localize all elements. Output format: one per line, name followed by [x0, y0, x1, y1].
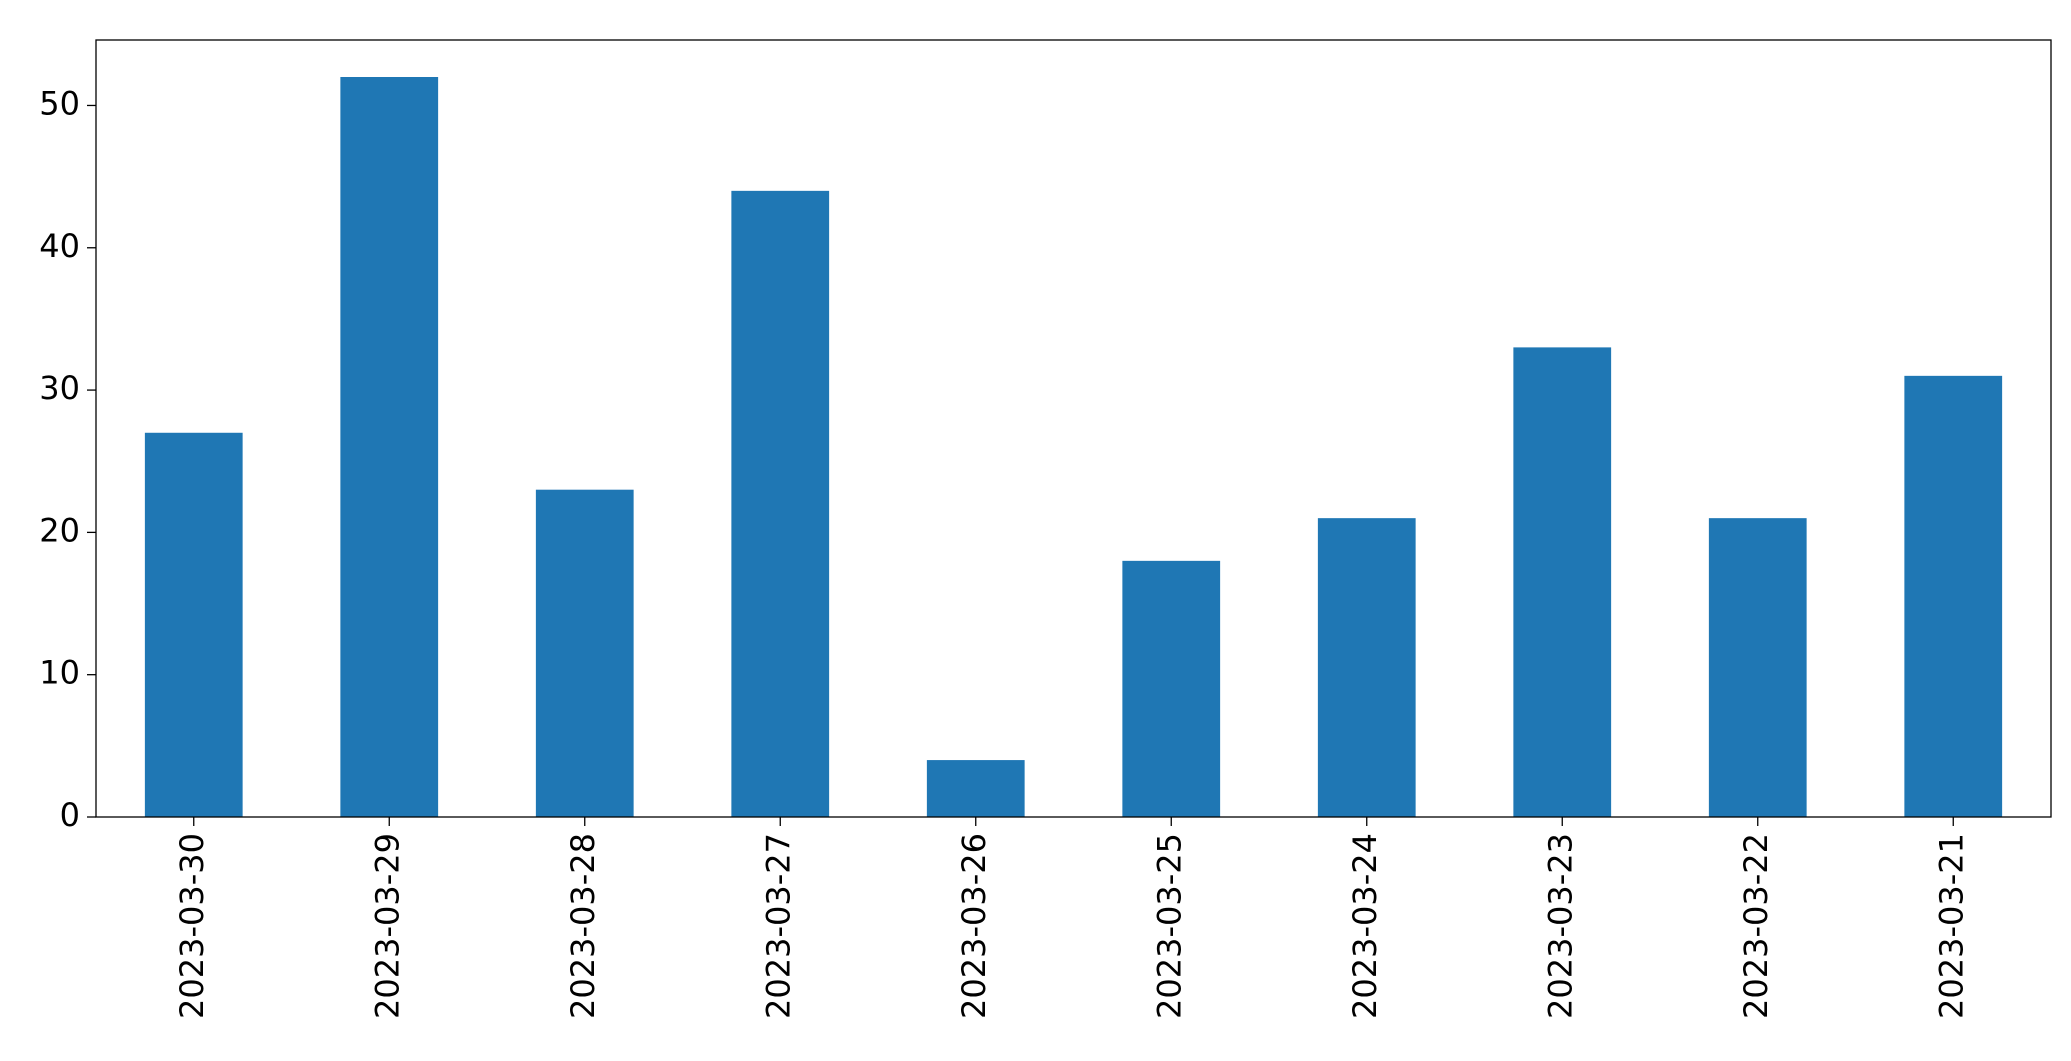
bar [731, 190, 830, 817]
y-tick-label: 30 [39, 369, 80, 407]
x-tick-label: 2023-03-28 [564, 833, 602, 1019]
bar [1708, 518, 1807, 817]
x-tick-label: 2023-03-30 [173, 833, 211, 1019]
bar [1513, 347, 1612, 817]
x-tick-label: 2023-03-23 [1541, 833, 1579, 1019]
y-tick-label: 0 [60, 796, 80, 834]
bar [1317, 518, 1416, 817]
x-tick-label: 2023-03-27 [759, 833, 797, 1019]
x-tick-label: 2023-03-25 [1150, 833, 1188, 1019]
bar [340, 77, 439, 817]
y-tick-label: 50 [39, 84, 80, 122]
y-tick-label: 10 [39, 654, 80, 692]
plot-frame [95, 39, 2052, 818]
bar [1122, 560, 1221, 817]
x-tick-label: 2023-03-26 [955, 833, 993, 1019]
bar [1904, 375, 2003, 817]
y-tick-label: 40 [39, 227, 80, 265]
x-tick-label: 2023-03-24 [1346, 833, 1384, 1019]
bar [535, 489, 634, 817]
bar [144, 432, 243, 817]
bar [926, 760, 1025, 817]
y-tick-label: 20 [39, 511, 80, 549]
x-tick-label: 2023-03-29 [368, 833, 406, 1019]
x-tick-label: 2023-03-21 [1932, 833, 1970, 1019]
x-tick-label: 2023-03-22 [1737, 833, 1775, 1019]
